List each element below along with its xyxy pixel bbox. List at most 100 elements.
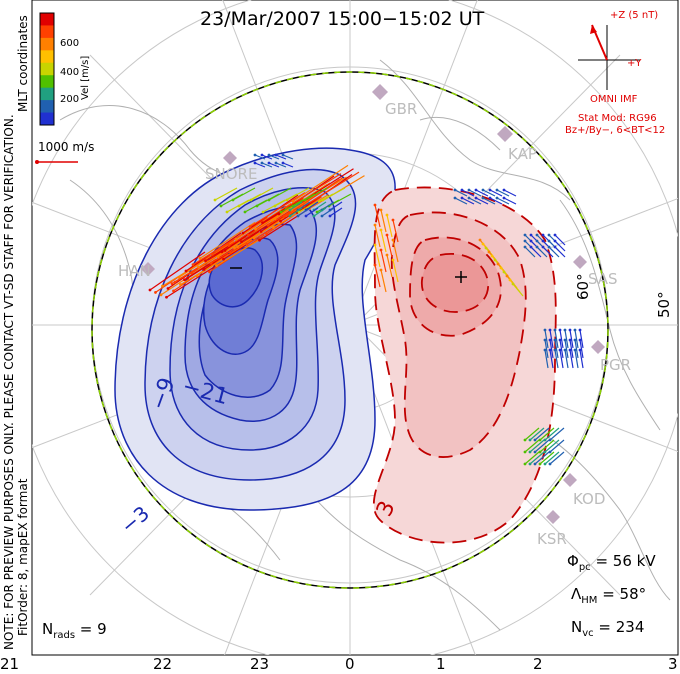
velocity-vector — [468, 197, 482, 205]
velocity-vector-origin — [502, 188, 506, 192]
velocity-vector — [544, 439, 560, 453]
velocity-vector — [544, 329, 549, 349]
velocity-vector-origin — [320, 214, 324, 218]
velocity-vector-origin — [255, 204, 259, 208]
velocity-vector-origin — [220, 250, 224, 254]
velocity-vector-origin — [533, 450, 537, 454]
velocity-vector — [554, 240, 566, 252]
velocity-vector-origin — [161, 284, 164, 288]
imf-y-label: +Y — [627, 58, 642, 69]
velocity-vector-origin — [260, 153, 264, 157]
velocity-vector — [554, 329, 559, 349]
velocity-vector-origin — [288, 208, 292, 212]
velocity-vector-origin — [548, 328, 552, 332]
velocity-vector-origin — [563, 338, 567, 342]
velocity-vector — [574, 329, 579, 349]
velocity-vector-origin — [499, 266, 503, 270]
velocity-vector-origin — [279, 210, 283, 214]
velocity-vector-origin — [385, 233, 389, 237]
velocity-vector — [554, 349, 559, 369]
velocity-vector — [313, 207, 327, 217]
velocity-vector-origin — [523, 462, 527, 466]
velocity-vector-origin — [493, 258, 497, 262]
velocity-vector — [524, 451, 540, 465]
velocity-vector-origin — [270, 218, 274, 222]
velocity-vector — [574, 339, 579, 359]
velocity-vector — [489, 197, 503, 205]
velocity-vector-origin — [538, 462, 542, 466]
imf-condition: Bz+/By−, 6<BT<12 — [565, 125, 666, 136]
velocity-vector — [524, 439, 540, 453]
velocity-vector-origin — [488, 196, 492, 200]
velocity-vector — [569, 339, 574, 359]
velocity-vector-origin — [253, 161, 257, 165]
colorbar-segment — [40, 62, 54, 76]
colorbar-segment — [40, 25, 54, 39]
velocity-vector-origin — [508, 278, 512, 282]
heppner-maynard-boundary-green — [91, 71, 609, 589]
velocity-vector — [496, 189, 510, 197]
stat-lambda-hm-symbol: ΛHM = — [571, 585, 620, 606]
velocity-vector-origin — [578, 328, 582, 332]
velocity-vector-origin — [553, 245, 557, 249]
vector-scale-dot — [35, 160, 39, 164]
velocity-vector-origin — [533, 438, 537, 442]
velocity-vector-origin — [548, 462, 552, 466]
velocity-vector — [254, 154, 266, 160]
site-snore: SNORE — [205, 165, 258, 183]
imf-model: Stat Mod: RG96 — [578, 113, 657, 124]
velocity-vector — [149, 251, 206, 291]
velocity-vector — [534, 439, 550, 453]
colorbar-segment — [40, 100, 54, 114]
velocity-vectors — [148, 153, 584, 466]
velocity-vector — [544, 451, 560, 465]
velocity-vector-origin — [241, 231, 245, 235]
velocity-vector — [282, 154, 294, 160]
velocity-vector-origin — [154, 291, 157, 294]
velocity-vector-origin — [481, 196, 485, 200]
velocity-vector-origin — [233, 246, 236, 250]
velocity-vector — [303, 171, 360, 207]
velocity-vector-origin — [573, 328, 577, 332]
velocity-vector-origin — [391, 258, 395, 262]
velocity-vector-origin — [315, 210, 319, 214]
velocity-vector-origin — [179, 283, 182, 286]
velocity-vector-origin — [568, 328, 572, 332]
stat-lambda-hm: ΛHM = 58° — [571, 585, 646, 606]
velocity-vector — [166, 261, 222, 298]
velocity-vector — [322, 187, 346, 201]
velocity-vector — [544, 339, 549, 359]
velocity-vector-origin — [379, 208, 383, 212]
velocity-vector-origin — [535, 233, 539, 237]
velocity-vector — [285, 173, 342, 209]
colorbar-segment — [40, 112, 54, 126]
velocity-vector — [461, 189, 475, 197]
site-pgr: PGR — [600, 356, 632, 374]
velocity-vector — [261, 154, 273, 160]
velocity-vector-origin — [573, 338, 577, 342]
velocity-vector-origin — [373, 203, 377, 207]
velocity-vector-origin — [548, 348, 552, 352]
velocity-vector-origin — [373, 243, 377, 247]
velocity-vector-origin — [548, 438, 552, 442]
velocity-vector-origin — [547, 233, 551, 237]
velocity-vector-origin — [379, 228, 383, 232]
velocity-vector-origin — [216, 255, 220, 259]
velocity-vector-origin — [288, 214, 292, 218]
velocity-vector — [329, 207, 343, 217]
velocity-vector — [214, 187, 238, 201]
velocity-vector-origin — [195, 274, 199, 278]
velocity-vector-origin — [312, 214, 316, 218]
velocity-vector-origin — [535, 245, 539, 249]
velocity-vector-origin — [204, 259, 207, 263]
velocity-vector-origin — [460, 196, 464, 200]
velocity-vector-origin — [291, 204, 295, 208]
velocity-vector-origin — [558, 338, 562, 342]
velocity-vector — [539, 427, 555, 441]
velocity-vector-origin — [487, 250, 491, 254]
velocity-vector-origin — [467, 188, 471, 192]
velocity-vector-origin — [541, 245, 545, 249]
colorbar-label: Vel [m/s] — [80, 55, 91, 100]
velocity-vector — [544, 349, 549, 369]
velocity-vector-origin — [529, 233, 533, 237]
